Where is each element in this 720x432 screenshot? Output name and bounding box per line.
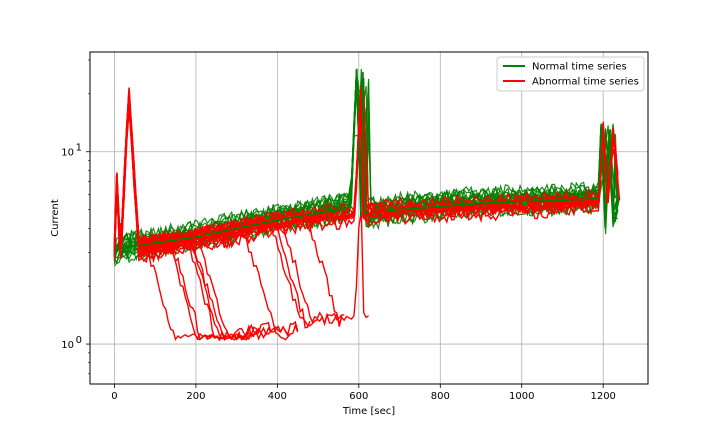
y-axis-title: Current [50, 199, 61, 237]
legend-label-normal: Normal time series [532, 62, 627, 73]
plot-frame [89, 51, 649, 385]
x-axis-ticks: 0 200 400 600 800 1000 1200 [111, 384, 616, 402]
x-tick-label: 400 [268, 391, 287, 402]
legend-box [496, 56, 645, 92]
x-tick-label: 600 [349, 391, 368, 402]
grid [90, 52, 648, 384]
x-axis-title: Time [sec] [342, 406, 395, 417]
y-tick-label: 10 [61, 148, 74, 159]
legend-label-abnormal: Abnormal time series [532, 77, 639, 88]
x-tick-label: 200 [186, 391, 205, 402]
series-layer [113, 68, 621, 259]
x-tick-label: 800 [431, 391, 450, 402]
x-tick-label: 1000 [509, 391, 534, 402]
abnormal-trace [113, 107, 619, 263]
abnormal-series-line [113, 85, 621, 259]
abnormal-trace [113, 97, 619, 254]
x-tick-label: 0 [111, 391, 117, 402]
y-tick-exponent: 1 [76, 143, 82, 154]
x-tick-label: 1200 [590, 391, 615, 402]
legend: Normal time series Abnormal time series [496, 56, 645, 92]
abnormal-trace [113, 104, 619, 256]
y-tick-label: 10 [61, 340, 74, 351]
y-tick-exponent: 0 [76, 335, 82, 346]
